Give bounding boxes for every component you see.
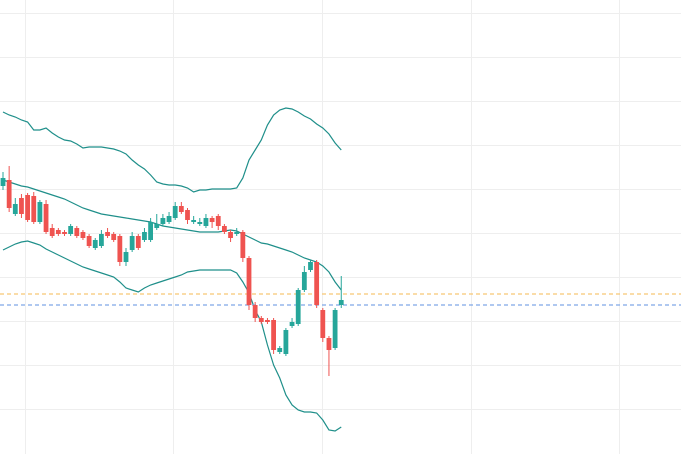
- candle-body: [197, 222, 203, 224]
- band-line: [2, 240, 342, 432]
- candle-body: [338, 300, 344, 305]
- candle-body: [271, 320, 276, 350]
- candle-body: [265, 320, 270, 322]
- candle-body: [31, 196, 37, 222]
- candle-body: [154, 224, 160, 228]
- band-line: [2, 107, 342, 193]
- candle-body: [314, 262, 320, 305]
- candle-body: [25, 195, 30, 220]
- band-line: [2, 179, 342, 291]
- candle-body: [172, 206, 178, 218]
- candle-body: [6, 180, 12, 208]
- candle-body: [80, 232, 86, 238]
- candle-body: [178, 206, 184, 212]
- candle-body: [92, 240, 98, 248]
- candle-body: [308, 262, 313, 270]
- candle-body: [55, 230, 61, 234]
- candle-body: [203, 218, 209, 226]
- candle-body: [215, 216, 221, 226]
- candle-body: [62, 232, 67, 234]
- candle-body: [301, 272, 307, 290]
- candle-body: [148, 222, 153, 240]
- candle-body: [142, 232, 147, 240]
- candle-body: [160, 218, 166, 224]
- candle-body: [234, 232, 240, 234]
- candle-body: [135, 236, 141, 248]
- candle-body: [74, 228, 80, 236]
- candle-body: [320, 310, 326, 338]
- candle-body: [326, 338, 332, 350]
- candle-body: [228, 232, 233, 238]
- candle-body: [19, 198, 24, 214]
- candle-body: [289, 322, 295, 326]
- candle-body: [240, 232, 246, 258]
- candle-body: [166, 216, 172, 222]
- candle-body: [209, 218, 215, 222]
- vertical-grid: [25, 0, 620, 454]
- candle-body: [99, 234, 104, 246]
- candle-body: [117, 236, 123, 262]
- candle-body: [283, 330, 289, 354]
- candle-body: [185, 210, 190, 220]
- candle-body: [43, 204, 49, 232]
- candle-body: [123, 252, 129, 262]
- candle-body: [49, 228, 55, 236]
- candle-body: [37, 202, 43, 222]
- candle-body: [111, 234, 117, 240]
- candle-body: [295, 290, 301, 324]
- candle-body: [105, 232, 110, 236]
- candle-body: [68, 226, 74, 234]
- candle-body: [252, 305, 258, 318]
- candle-body: [191, 220, 197, 222]
- candle-body: [12, 204, 18, 214]
- candle-body: [258, 318, 264, 322]
- candle-body: [332, 310, 338, 348]
- candle-body: [222, 226, 227, 232]
- candle-body: [246, 258, 252, 305]
- candle-body: [129, 236, 135, 250]
- candle-body: [277, 348, 283, 352]
- candle-body: [0, 178, 6, 186]
- candle-body: [86, 236, 92, 246]
